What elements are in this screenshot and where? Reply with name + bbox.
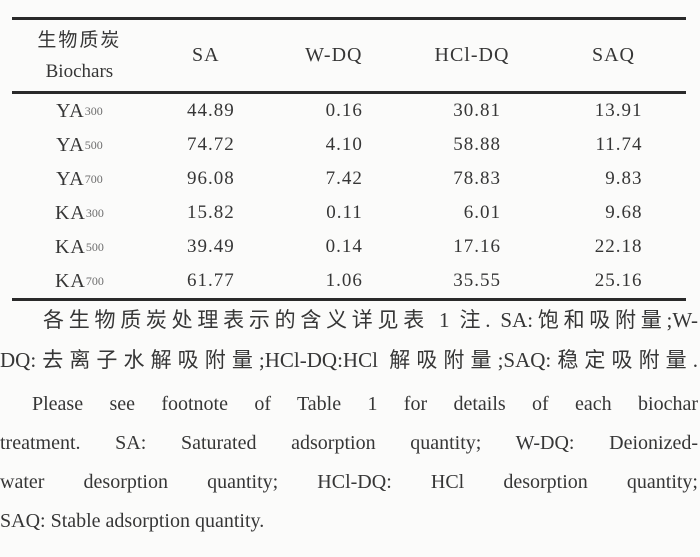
cell-hcldq: 58.88 xyxy=(403,128,541,162)
value: 0.11 xyxy=(326,202,363,223)
value: 0.16 xyxy=(325,100,363,121)
value: 78.83 xyxy=(453,168,501,189)
value: 17.16 xyxy=(453,236,501,257)
row-label: KA 300 xyxy=(54,201,104,224)
cell-saq: 22.18 xyxy=(541,230,686,264)
row-label-base: YA xyxy=(56,133,85,156)
footnote-en-line1: Please see footnote of Table 1 for detai… xyxy=(32,393,698,415)
header-wdq: W-DQ xyxy=(305,44,363,66)
value: 61.77 xyxy=(187,270,235,291)
cell-sa: 96.08 xyxy=(147,162,265,196)
table-row-ka700: KA 700 61.77 1.06 35.55 25.16 xyxy=(12,264,686,298)
header-biochars-cn: 生物质炭 xyxy=(37,29,122,51)
table-header-row: 生物质炭 Biochars SA W-DQ HCl-DQ SAQ xyxy=(12,17,686,94)
cell-hcldq: 30.81 xyxy=(403,94,541,128)
footnote-en-line3: water desorption quantity; HCl-DQ: HCl d… xyxy=(0,471,698,493)
footnote-english: Please see footnote of Table 1 for detai… xyxy=(0,385,698,541)
cell-hcldq: 78.83 xyxy=(403,162,541,196)
value: 39.49 xyxy=(187,236,235,257)
cell-hcldq: 6.01 xyxy=(403,196,541,230)
row-label-base: YA xyxy=(56,167,85,190)
value: 58.88 xyxy=(453,134,501,155)
table-row-ya500: YA 500 74.72 4.10 58.88 11.74 xyxy=(12,128,686,162)
header-saq: SAQ xyxy=(591,44,635,66)
value: 96.08 xyxy=(187,168,235,189)
cell-sa: 74.72 xyxy=(147,128,265,162)
footnote-cn-line2: DQ:去离子水解吸附量;HCl-DQ:HCl 解吸附量;SAQ:稳定吸附量. xyxy=(0,348,698,372)
row-label-base: YA xyxy=(56,99,85,122)
row-label: KA 700 xyxy=(54,269,104,292)
table-row-ya300: YA 300 44.89 0.16 30.81 13.91 xyxy=(12,94,686,128)
header-biochars: 生物质炭 Biochars xyxy=(12,20,147,91)
cell-wdq: 0.16 xyxy=(265,94,403,128)
footnote-chinese: 各生物质炭处理表示的含义详见表 1 注. SA:饱和吸附量;W- DQ:去离子水… xyxy=(0,300,698,380)
value: 11.74 xyxy=(595,134,643,155)
table-row-ka500: KA 500 39.49 0.14 17.16 22.18 xyxy=(12,230,686,264)
row-label: YA 300 xyxy=(56,99,103,122)
value: 25.16 xyxy=(594,270,643,291)
row-label: YA 500 xyxy=(56,133,103,156)
cell-saq: 13.91 xyxy=(541,94,686,128)
cell-wdq: 4.10 xyxy=(265,128,403,162)
value: 13.91 xyxy=(594,100,643,121)
value: 1.06 xyxy=(325,270,363,291)
value: 4.10 xyxy=(325,134,363,155)
table-body: YA 300 44.89 0.16 30.81 13.91 YA 500 74.72… xyxy=(12,94,686,301)
header-biochars-en: Biochars xyxy=(45,60,114,82)
table-row-ka300: KA 300 15.82 0.11 6.01 9.68 xyxy=(12,196,686,230)
footnote-cn-line1: 各生物质炭处理表示的含义详见表 1 注. SA:饱和吸附量;W- xyxy=(43,308,698,332)
row-label-base: KA xyxy=(54,201,86,224)
row-label-base: KA xyxy=(54,235,86,258)
cell-sa: 61.77 xyxy=(147,264,265,298)
cell-saq: 25.16 xyxy=(541,264,686,298)
cell-saq: 9.83 xyxy=(541,162,686,196)
cell-sa: 39.49 xyxy=(147,230,265,264)
footnote-en-line2: treatment. SA: Saturated adsorption quan… xyxy=(0,432,698,454)
cell-wdq: 0.11 xyxy=(265,196,403,230)
value: 44.89 xyxy=(187,100,235,121)
cell-sa: 15.82 xyxy=(147,196,265,230)
cell-wdq: 0.14 xyxy=(265,230,403,264)
value: 0.14 xyxy=(325,236,363,257)
value: 30.81 xyxy=(453,100,501,121)
footnote-en-line4: SAQ: Stable adsorption quantity. xyxy=(0,510,265,532)
cell-wdq: 1.06 xyxy=(265,264,403,298)
value: 6.01 xyxy=(463,202,501,223)
header-sa: SA xyxy=(191,44,220,66)
value: 9.68 xyxy=(605,202,643,223)
row-label-base: KA xyxy=(54,269,86,292)
value: 7.42 xyxy=(325,168,363,189)
row-label: KA 500 xyxy=(54,235,104,258)
cell-saq: 9.68 xyxy=(541,196,686,230)
cell-wdq: 7.42 xyxy=(265,162,403,196)
value: 15.82 xyxy=(187,202,235,223)
row-label: YA 700 xyxy=(56,167,103,190)
value: 74.72 xyxy=(187,134,235,155)
cell-hcldq: 35.55 xyxy=(403,264,541,298)
value: 22.18 xyxy=(594,236,643,257)
cell-sa: 44.89 xyxy=(147,94,265,128)
cell-hcldq: 17.16 xyxy=(403,230,541,264)
biochar-data-table: 生物质炭 Biochars SA W-DQ HCl-DQ SAQ YA 300 4… xyxy=(12,17,686,301)
value: 9.83 xyxy=(605,168,643,189)
header-hcldq: HCl-DQ xyxy=(434,44,510,66)
table-row-ya700: YA 700 96.08 7.42 78.83 9.83 xyxy=(12,162,686,196)
cell-saq: 11.74 xyxy=(541,128,686,162)
value: 35.55 xyxy=(453,270,501,291)
